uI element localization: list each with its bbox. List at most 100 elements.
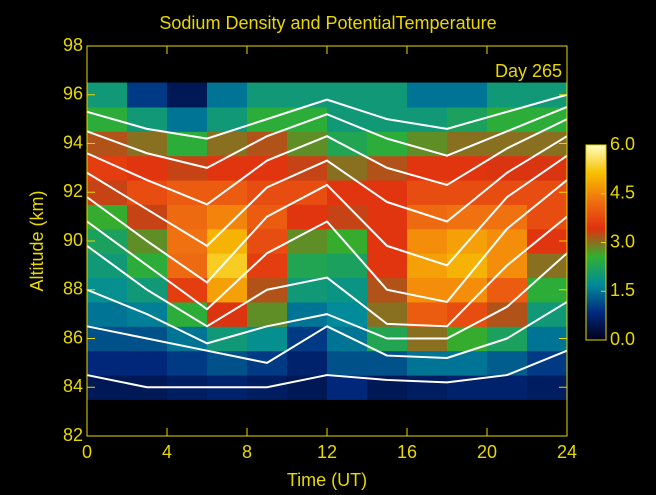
- x-tick-label: 4: [162, 442, 172, 462]
- heat-cell: [367, 131, 408, 157]
- heat-cell: [407, 82, 448, 108]
- heat-cell: [407, 155, 448, 181]
- x-tick-label: 16: [397, 442, 417, 462]
- heat-cell: [407, 204, 448, 230]
- contour-line: [86, 179, 568, 311]
- heat-cell: [207, 228, 248, 254]
- heat-cell: [287, 204, 328, 230]
- heat-cell: [207, 180, 248, 205]
- heat-cell: [167, 82, 208, 108]
- heat-cell: [127, 350, 168, 376]
- heat-cell: [447, 155, 488, 181]
- heat-cell: [487, 131, 528, 157]
- y-tick-label: 86: [63, 327, 83, 347]
- heat-cell: [487, 82, 528, 108]
- heat-cell: [167, 180, 208, 205]
- heat-cell: [87, 350, 128, 376]
- heat-cell: [127, 131, 168, 157]
- heat-cell: [487, 106, 528, 132]
- heat-cell: [447, 350, 488, 376]
- y-tick-label: 88: [63, 279, 83, 299]
- contour-line: [86, 252, 568, 345]
- heat-cell: [527, 253, 568, 279]
- heat-cell: [87, 301, 128, 327]
- heat-cell: [167, 253, 208, 279]
- heat-cell: [407, 253, 448, 279]
- heat-cell: [527, 350, 568, 376]
- x-axis-label: Time (UT): [287, 470, 367, 490]
- heat-cell: [327, 228, 368, 254]
- heat-cell: [407, 375, 448, 400]
- y-tick-label: 96: [63, 84, 83, 104]
- y-tick-label: 84: [63, 376, 83, 396]
- y-axis-label: Altitude (km): [27, 190, 47, 291]
- heat-cell: [367, 204, 408, 230]
- y-tick-label: 82: [63, 425, 83, 445]
- contour-line: [86, 93, 568, 140]
- heat-cell: [167, 106, 208, 132]
- heat-cell: [327, 131, 368, 157]
- heat-cell: [127, 155, 168, 181]
- heat-cell: [247, 82, 288, 108]
- x-tick-label: 12: [317, 442, 337, 462]
- heat-cell: [447, 253, 488, 279]
- contour-line: [86, 349, 568, 389]
- heat-cell: [407, 131, 448, 157]
- heat-cell: [207, 155, 248, 181]
- heat-cell: [367, 82, 408, 108]
- contour-line: [86, 301, 568, 364]
- heat-cell: [407, 228, 448, 254]
- heat-cell: [327, 82, 368, 108]
- heat-cell: [487, 228, 528, 254]
- heat-cell: [127, 82, 168, 108]
- heat-cell: [207, 82, 248, 108]
- heat-cell: [407, 180, 448, 205]
- colorbar-tick-label: 4.5: [610, 183, 635, 203]
- axes: 0 4 8 12 16 20 24 82 84 86 88 90 92 94 96 98: [63, 35, 577, 462]
- heat-cell: [167, 350, 208, 376]
- colorbar-tick-label: 0.0: [610, 329, 635, 349]
- contour-line: [86, 135, 568, 247]
- heat-cell: [287, 180, 328, 205]
- y-tick-label: 98: [63, 35, 83, 55]
- x-tick-label: 8: [242, 442, 252, 462]
- heat-cell: [167, 277, 208, 303]
- heat-cell: [207, 326, 248, 352]
- heat-cell: [87, 204, 128, 230]
- contour-line: [86, 215, 568, 328]
- heat-cell: [447, 180, 488, 205]
- heat-cell: [287, 155, 328, 181]
- heat-cell: [207, 131, 248, 157]
- colorbar-tick-label: 3.0: [610, 231, 635, 251]
- x-tick-label: 24: [557, 442, 577, 462]
- heat-cell: [407, 301, 448, 327]
- y-tick-label: 94: [63, 132, 83, 152]
- heat-cell: [127, 204, 168, 230]
- heat-cell: [287, 82, 328, 108]
- contour-line: [86, 154, 568, 284]
- contour-line: [86, 106, 568, 169]
- y-tick-label: 90: [63, 230, 83, 250]
- heat-cell: [287, 350, 328, 376]
- heat-cell: [327, 350, 368, 376]
- heat-cell: [287, 253, 328, 279]
- heat-cell: [167, 228, 208, 254]
- heat-cell: [327, 253, 368, 279]
- heat-cell: [367, 350, 408, 376]
- heat-cell: [407, 350, 448, 376]
- contour-line: [86, 118, 568, 206]
- heat-cell: [487, 277, 528, 303]
- heat-cell: [327, 375, 368, 400]
- heat-cell: [527, 204, 568, 230]
- heat-cell: [487, 350, 528, 376]
- heat-cell: [327, 155, 368, 181]
- heat-cell: [247, 228, 288, 254]
- y-tick-label: 92: [63, 181, 83, 201]
- heat-cell: [87, 106, 128, 132]
- chart-title: Sodium Density and PotentialTemperature: [159, 13, 496, 33]
- heat-cell: [447, 277, 488, 303]
- annotation: Day 265: [495, 61, 562, 81]
- heat-cell: [327, 204, 368, 230]
